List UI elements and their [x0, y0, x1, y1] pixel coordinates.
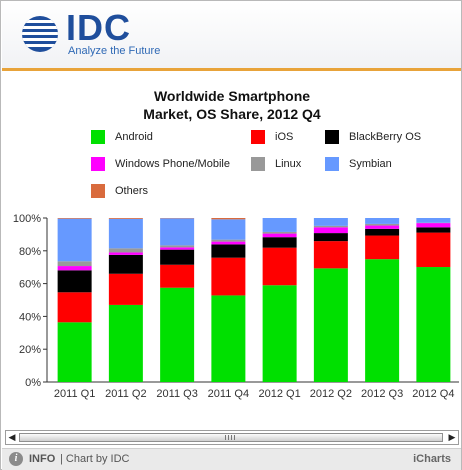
- bar-segment-symbian: [160, 218, 195, 246]
- legend-label: Symbian: [349, 158, 392, 170]
- bar-segment-linux: [262, 231, 297, 234]
- bar-segment-ios: [160, 264, 195, 288]
- bar-segment-android: [108, 304, 143, 382]
- scroll-grip-icon: [225, 435, 237, 440]
- bar-segment-android: [262, 285, 297, 382]
- bar-segment-windows-phone-mobile: [108, 252, 143, 255]
- footer-bar: i INFO | Chart by IDC iCharts: [2, 448, 461, 470]
- legend-swatch: [91, 184, 105, 198]
- bar-segment-linux: [160, 245, 195, 248]
- icharts-brand[interactable]: iCharts: [413, 453, 451, 465]
- legend-label: Others: [115, 185, 149, 197]
- header-divider: [2, 68, 461, 71]
- bar-segment-symbian: [365, 218, 400, 224]
- legend-label: BlackBerry OS: [349, 131, 422, 143]
- bar-segment-android: [57, 322, 92, 382]
- bar-segment-blackberry-os: [108, 254, 143, 274]
- idc-globe-icon: [22, 16, 58, 52]
- bar-segment-symbian: [313, 218, 348, 226]
- bar-segment-others: [57, 218, 92, 219]
- bar-segment-android: [416, 267, 451, 382]
- bar-segment-blackberry-os: [160, 249, 195, 265]
- bar-segment-windows-phone-mobile: [416, 223, 451, 228]
- bar-segment-ios: [211, 257, 246, 296]
- horizontal-scrollbar[interactable]: ◀ ▶: [5, 430, 459, 445]
- y-tick-label: 60%: [19, 279, 41, 291]
- bar-segment-android: [313, 268, 348, 382]
- header-banner: IDC Analyze the Future: [2, 2, 461, 68]
- bar-segment-blackberry-os: [313, 233, 348, 242]
- info-link[interactable]: INFO: [29, 453, 56, 465]
- legend-label: Android: [115, 131, 153, 143]
- bar-segment-linux: [365, 223, 400, 226]
- bar-segment-symbian: [211, 219, 246, 240]
- scroll-left-icon[interactable]: ◀: [8, 432, 16, 442]
- bar-segment-linux: [211, 239, 246, 242]
- y-tick-label: 0%: [25, 377, 41, 389]
- y-tick-label: 80%: [19, 246, 41, 258]
- legend-swatch: [251, 130, 265, 144]
- x-tick-label: 2012 Q2: [310, 388, 352, 400]
- bar-segment-windows-phone-mobile: [211, 241, 246, 245]
- y-tick-label: 40%: [19, 311, 41, 323]
- bar-segment-windows-phone-mobile: [160, 247, 195, 250]
- scroll-right-icon[interactable]: ▶: [448, 432, 456, 442]
- legend-label: iOS: [275, 131, 294, 143]
- bar-segment-symbian: [57, 218, 92, 262]
- bar-segment-others: [108, 218, 143, 219]
- legend-label: Linux: [275, 158, 302, 170]
- bar-segment-linux: [313, 225, 348, 228]
- chart-title: Worldwide Smartphone Market, OS Share, 2…: [1, 87, 462, 123]
- bar-segment-ios: [108, 273, 143, 305]
- bar-segment-blackberry-os: [211, 244, 246, 258]
- x-tick-label: 2012 Q4: [412, 388, 454, 400]
- legend-swatch: [325, 157, 339, 171]
- bar-segment-blackberry-os: [365, 228, 400, 236]
- bar-segment-ios: [365, 235, 400, 260]
- bar-segment-ios: [57, 292, 92, 323]
- bar-segment-blackberry-os: [57, 270, 92, 293]
- bar-segment-linux: [108, 248, 143, 253]
- chart-title-line2: Market, OS Share, 2012 Q4: [143, 106, 321, 122]
- bar-segment-ios: [416, 232, 451, 268]
- bar-segment-blackberry-os: [262, 237, 297, 248]
- legend-label: Windows Phone/Mobile: [115, 158, 230, 170]
- y-tick-label: 20%: [19, 344, 41, 356]
- legend-swatch: [91, 157, 105, 171]
- bar-segment-symbian: [416, 218, 451, 223]
- scroll-thumb[interactable]: [19, 433, 443, 442]
- bar-segment-blackberry-os: [416, 227, 451, 233]
- idc-logo: IDC: [66, 7, 131, 48]
- x-tick-label: 2012 Q3: [361, 388, 403, 400]
- x-tick-label: 2012 Q1: [259, 388, 301, 400]
- bar-segment-android: [365, 259, 400, 382]
- x-tick-label: 2011 Q3: [156, 388, 197, 400]
- bar-segment-linux: [57, 261, 92, 267]
- info-icon[interactable]: i: [9, 452, 23, 466]
- legend-swatch: [325, 130, 339, 144]
- x-tick-label: 2011 Q2: [105, 388, 146, 400]
- bar-segment-ios: [313, 241, 348, 269]
- bar-segment-android: [211, 295, 246, 382]
- chart-by-credit[interactable]: | Chart by IDC: [60, 453, 130, 465]
- bar-segment-symbian: [108, 218, 143, 249]
- bar-segment-windows-phone-mobile: [313, 227, 348, 234]
- bar-segment-windows-phone-mobile: [262, 233, 297, 238]
- x-tick-label: 2011 Q4: [208, 388, 249, 400]
- bar-segment-android: [160, 287, 195, 382]
- bar-segment-others: [211, 218, 246, 220]
- bar-segment-ios: [262, 247, 297, 286]
- legend-swatch: [91, 130, 105, 144]
- stacked-bar-plot: 0% 20% 40% 60% 80% 100% 2011 Q1 2011 Q2 2011 Q3 2…: [13, 213, 459, 400]
- y-tick-label: 100%: [13, 213, 41, 225]
- x-tick-label: 2011 Q1: [54, 388, 95, 400]
- bar-segment-windows-phone-mobile: [365, 225, 400, 229]
- legend-swatch: [251, 157, 265, 171]
- bar-segment-symbian: [262, 218, 297, 232]
- chart-title-line1: Worldwide Smartphone: [153, 88, 311, 104]
- logo-tagline: Analyze the Future: [68, 45, 161, 57]
- bar-segment-windows-phone-mobile: [57, 266, 92, 271]
